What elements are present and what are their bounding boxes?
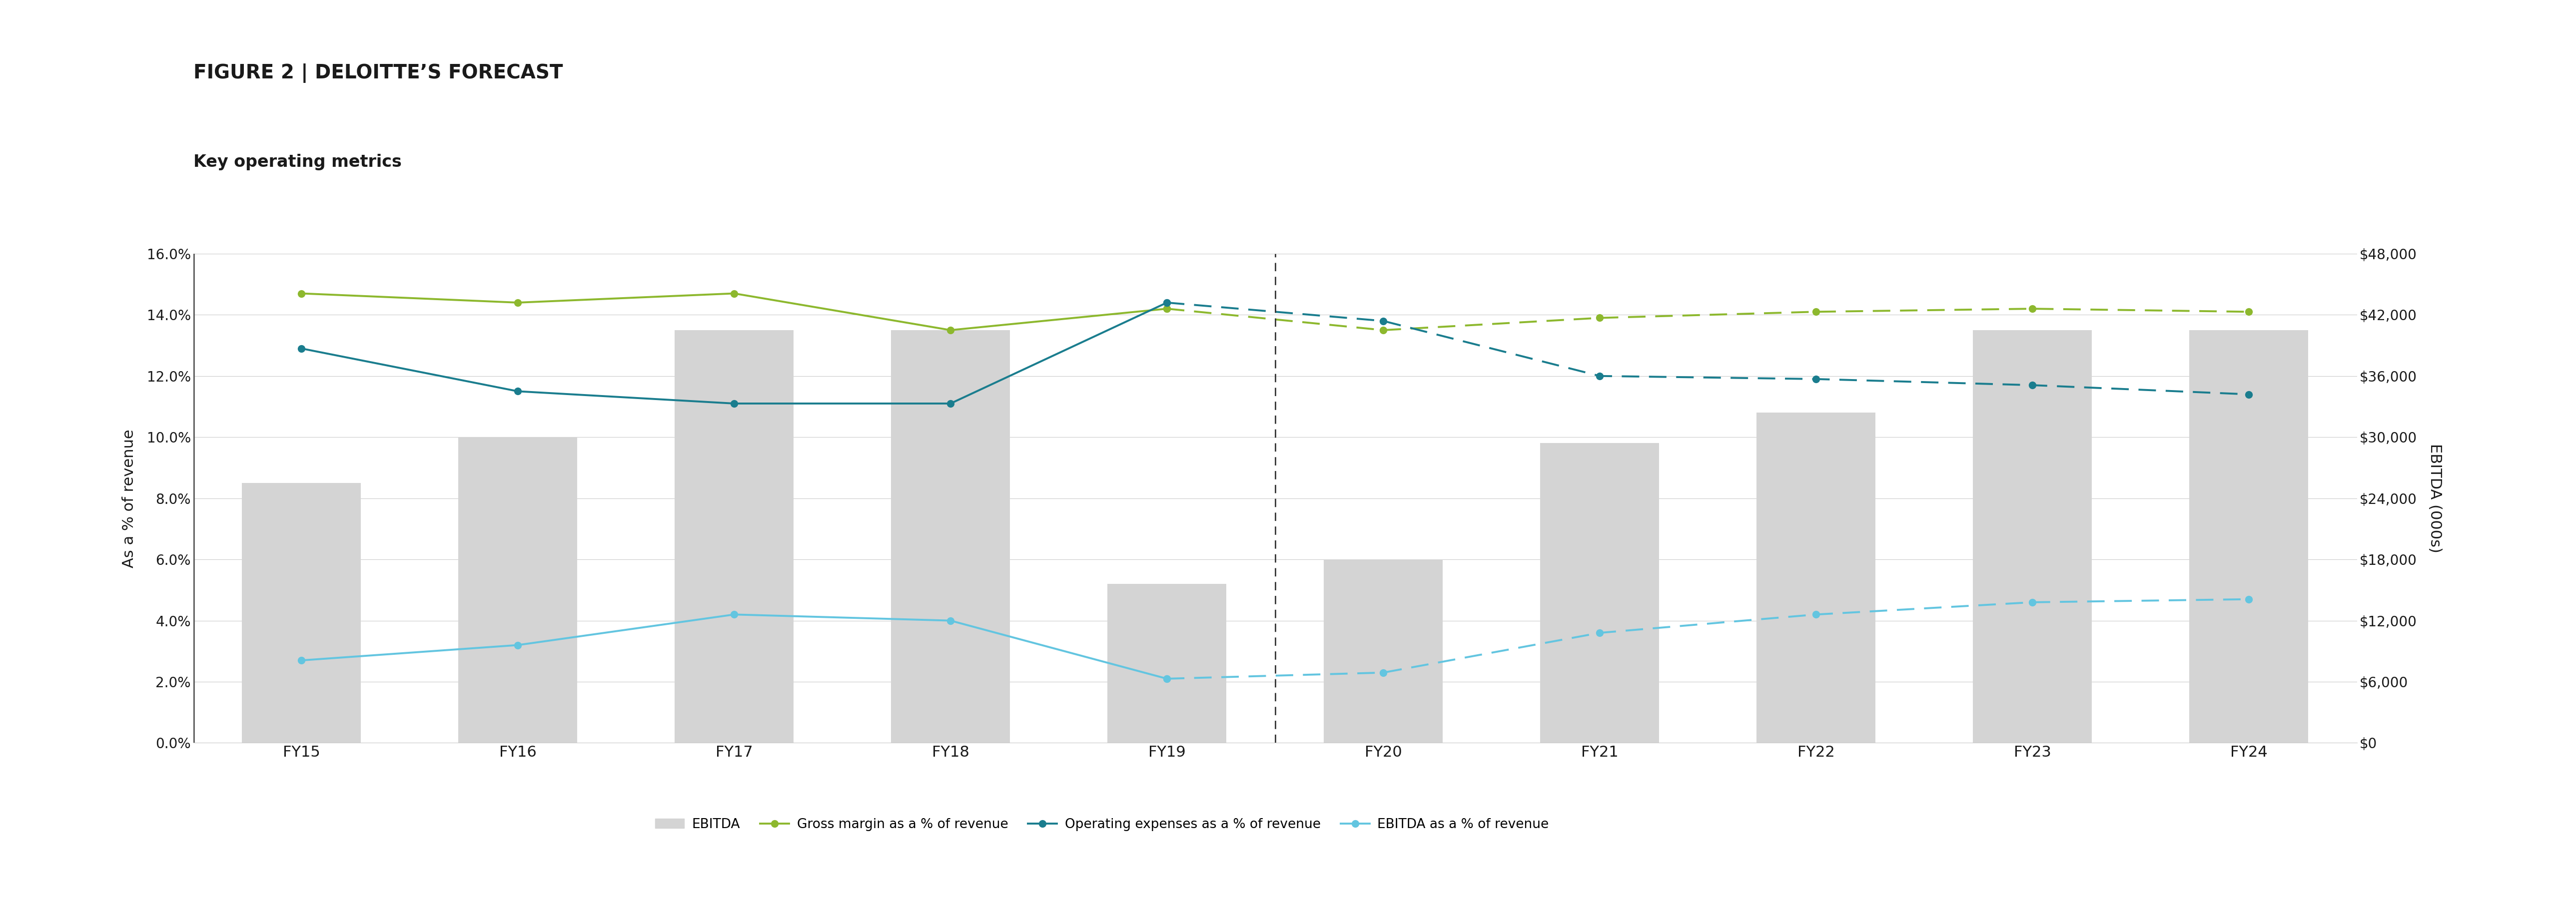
Bar [1973, 330, 2092, 743]
Text: FIGURE 2 | DELOITTE’S FORECAST: FIGURE 2 | DELOITTE’S FORECAST [193, 63, 562, 82]
Bar [1757, 413, 1875, 743]
Bar [1540, 443, 1659, 743]
Y-axis label: As a % of revenue: As a % of revenue [121, 429, 137, 568]
Y-axis label: EBITDA (000s): EBITDA (000s) [2427, 444, 2442, 553]
Bar [2190, 330, 2308, 743]
Bar [242, 483, 361, 743]
Bar [891, 330, 1010, 743]
Bar [1324, 560, 1443, 743]
Bar [1108, 584, 1226, 743]
Bar [459, 438, 577, 743]
Text: Key operating metrics: Key operating metrics [193, 154, 402, 170]
Legend: EBITDA, Gross margin as a % of revenue, Operating expenses as a % of revenue, EB: EBITDA, Gross margin as a % of revenue, … [654, 818, 1548, 831]
Bar [675, 330, 793, 743]
